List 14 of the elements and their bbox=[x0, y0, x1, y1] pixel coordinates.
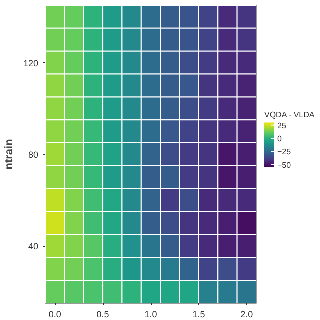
y-axis-title: ntrain bbox=[3, 138, 16, 170]
x-tick-label: 1.0 bbox=[144, 310, 158, 320]
y-tick-label: 80 bbox=[28, 150, 39, 160]
x-tick-label: 0.5 bbox=[96, 310, 110, 320]
color-bar-label: −25 bbox=[278, 148, 292, 157]
x-tick-label: 0.0 bbox=[48, 310, 62, 320]
y-tick-label: 40 bbox=[28, 242, 39, 252]
x-tick-label: 1.5 bbox=[192, 310, 206, 320]
color-bar-title: VQDA - VLDA bbox=[264, 110, 316, 120]
color-bar-label: −50 bbox=[278, 160, 292, 170]
color-bar-label: 0 bbox=[278, 134, 282, 144]
color-bar-label: 25 bbox=[278, 121, 287, 130]
y-tick-label: 120 bbox=[23, 58, 39, 68]
x-tick-label: 2.0 bbox=[240, 310, 254, 320]
